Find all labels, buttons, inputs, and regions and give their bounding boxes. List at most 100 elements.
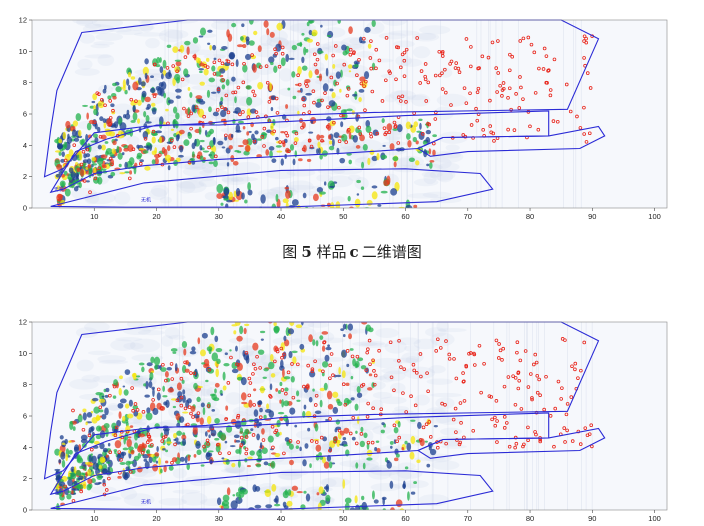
peak-blob — [272, 53, 278, 58]
peak-blob — [245, 85, 252, 90]
peak-blob — [222, 371, 226, 381]
peak-blob — [234, 96, 237, 104]
peak-marker — [467, 351, 471, 356]
peak-blob — [264, 322, 266, 323]
haze-blob — [281, 486, 302, 492]
peak-blob — [166, 441, 173, 444]
peak-marker — [501, 346, 506, 351]
peak-blob — [426, 163, 430, 167]
peak-blob — [248, 130, 252, 133]
peak-blob — [182, 389, 186, 395]
peak-blob — [225, 458, 230, 465]
peak-marker — [343, 402, 348, 407]
peak-blob — [229, 445, 236, 448]
peak-blob — [372, 129, 379, 136]
peak-marker — [156, 387, 161, 392]
haze-blob — [321, 478, 337, 488]
peak-blob — [252, 342, 259, 351]
peak-marker — [346, 87, 351, 91]
peak-blob — [337, 20, 341, 24]
peak-marker — [175, 69, 179, 74]
peak-blob — [286, 500, 293, 507]
peak-blob — [114, 450, 117, 455]
peak-marker — [534, 360, 539, 365]
peak-marker — [375, 131, 380, 136]
peak-marker — [582, 105, 586, 110]
peak-blob — [184, 456, 188, 464]
peak-marker — [588, 86, 593, 90]
peak-blob — [354, 403, 359, 411]
region-label: 无机 — [54, 488, 64, 495]
haze-blob — [417, 33, 437, 41]
peak-blob — [416, 459, 421, 464]
haze-blob — [277, 470, 303, 481]
peak-marker — [415, 36, 419, 40]
peak-marker — [521, 36, 526, 41]
peak-marker — [500, 358, 504, 362]
peak-blob — [177, 391, 183, 398]
peak-blob — [318, 73, 323, 82]
haze-blob — [407, 193, 439, 199]
peak-blob — [140, 81, 146, 87]
peak-marker — [583, 426, 588, 430]
haze-blob — [380, 74, 396, 79]
peak-blob — [160, 432, 164, 439]
peak-blob — [91, 163, 98, 166]
peak-blob — [237, 144, 245, 148]
y-tick-label: 8 — [23, 380, 27, 389]
peak-blob — [176, 395, 183, 403]
peak-marker — [236, 85, 241, 90]
peak-blob — [99, 456, 106, 464]
peak-marker — [191, 415, 195, 419]
peak-marker — [344, 140, 348, 144]
haze-blob — [233, 161, 261, 174]
peak-marker — [165, 66, 170, 70]
peak-marker — [107, 476, 111, 481]
peak-marker — [352, 50, 356, 54]
peak-blob — [209, 44, 212, 51]
peak-marker — [280, 388, 285, 392]
peak-blob — [351, 436, 356, 441]
peak-blob — [395, 453, 400, 458]
peak-blob — [308, 70, 313, 79]
haze-blob — [150, 184, 169, 197]
peak-marker — [342, 62, 347, 67]
peak-marker — [388, 340, 393, 345]
peak-blob — [306, 158, 312, 162]
peak-blob — [292, 95, 297, 100]
haze-blob — [129, 338, 161, 353]
caption-label-after: 二维谱图 — [361, 243, 422, 261]
peak-blob — [76, 172, 79, 179]
peak-blob — [104, 407, 109, 416]
peak-blob — [334, 428, 338, 433]
peak-blob — [304, 443, 309, 449]
peak-blob — [259, 407, 263, 413]
peak-marker — [358, 132, 363, 136]
peak-marker — [536, 127, 541, 132]
peak-blob — [56, 193, 63, 202]
peak-marker — [146, 432, 151, 437]
peak-blob — [289, 407, 296, 415]
haze-blob — [137, 330, 165, 336]
x-tick-label: 10 — [90, 212, 98, 221]
peak-blob — [132, 112, 138, 121]
haze-blob — [180, 492, 208, 506]
peak-blob — [217, 140, 224, 146]
peak-marker — [100, 97, 104, 102]
peak-blob — [133, 409, 139, 417]
haze-blob — [97, 355, 127, 364]
peak-blob — [195, 440, 201, 449]
peak-blob — [166, 145, 171, 152]
peak-marker — [275, 111, 280, 115]
peak-blob — [155, 130, 163, 134]
peak-blob — [226, 29, 230, 38]
peak-blob — [60, 451, 66, 460]
peak-blob — [70, 171, 76, 179]
peak-marker — [428, 435, 433, 439]
peak-blob — [77, 414, 83, 423]
peak-marker — [260, 135, 264, 139]
peak-blob — [376, 447, 381, 454]
peak-blob — [183, 139, 190, 146]
peak-blob — [90, 425, 95, 432]
peak-blob — [325, 67, 329, 77]
